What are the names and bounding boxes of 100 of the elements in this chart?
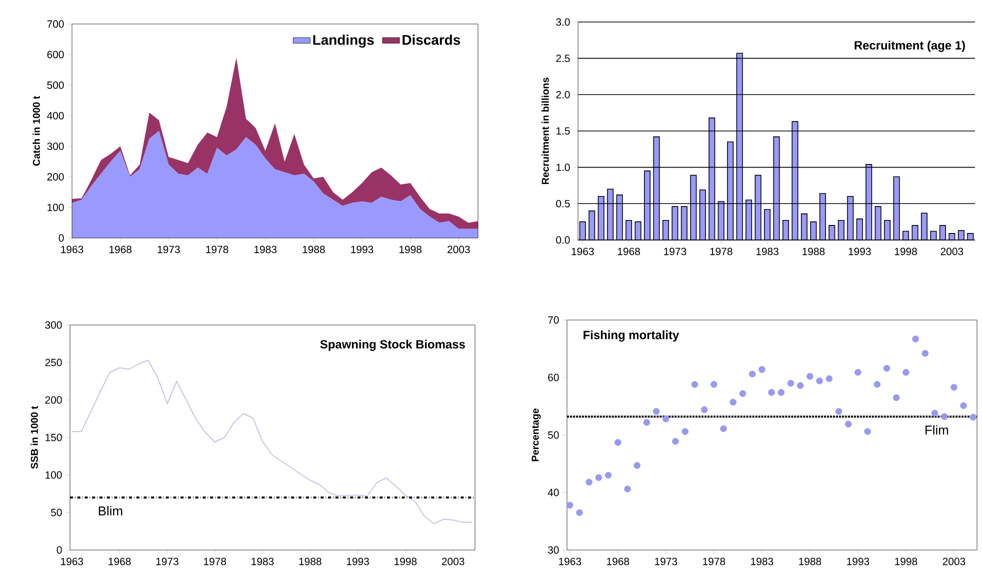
point [624,486,631,492]
y-tick-label: 3.0 [556,18,570,26]
y-axis-title: Recruitment in billions [542,78,549,184]
x-tick-label: 1998 [894,248,917,256]
point [748,370,756,378]
x-tick-label: 1993 [351,246,374,254]
x-tick-label: 1993 [346,558,369,566]
x-tick-label: 1998 [400,246,422,254]
legend-label: Landings [313,34,374,48]
point [844,420,852,428]
point [576,509,583,516]
point [758,366,766,373]
point [874,381,881,388]
y-tick-label: 40 [548,488,559,496]
x-tick-label: 1983 [751,558,774,566]
y-tick-label: 150 [46,434,62,442]
y-tick-label: 50 [51,508,62,516]
point [806,372,814,380]
y-tick-label: 30 [548,546,559,554]
y-tick-label: 200 [45,396,62,404]
x-tick-label: 1993 [847,558,870,566]
y-tick-label: 1.0 [556,164,570,172]
point [864,428,871,435]
y-tick-label: 0.5 [556,200,570,208]
point [902,368,910,376]
point [922,350,929,357]
x-tick-label: 1983 [254,246,277,254]
y-tick-label: 0 [56,546,62,554]
point [604,472,612,479]
y-axis-title: SSB in 1000 t [30,406,38,469]
point [700,406,708,414]
y-tick-label: 0 [58,234,64,242]
point [682,428,688,435]
y-tick-label: 100 [48,204,64,212]
x-tick-label: 1998 [394,558,417,566]
point [720,425,727,432]
point [826,375,833,382]
point [643,418,650,426]
y-tick-label: 50 [548,431,559,439]
y-tick-label: 2.5 [556,54,570,62]
point [595,474,602,481]
point [586,478,592,486]
x-tick-label: 2003 [940,248,964,256]
point [778,389,785,396]
y-tick-label: 600 [47,50,64,58]
point [950,384,958,391]
point [739,390,746,397]
x-tick-label: 1978 [204,558,226,566]
x-tick-label: 1988 [302,246,325,254]
x-tick-label: 1998 [895,558,918,566]
x-tick-label: 1978 [710,248,732,256]
point [634,462,640,469]
x-tick-label: 1978 [206,246,228,254]
y-tick-label: 300 [47,142,64,150]
y-tick-label: 200 [47,173,64,181]
x-tick-label: 1973 [664,248,686,256]
y-tick-label: 100 [46,471,62,479]
point [970,414,977,421]
y-tick-label: 70 [548,316,559,324]
point [768,389,775,396]
point [912,336,919,342]
y-tick-label: 500 [47,81,64,89]
x-tick-label: 1963 [61,246,84,254]
point [854,368,862,376]
point [652,408,660,415]
y-axis-title: Catch in 1000 t [32,96,40,166]
point [940,413,948,420]
x-tick-label: 1968 [109,246,132,254]
x-tick-label: 2003 [942,558,966,566]
point [614,439,622,446]
y-tick-label: 250 [45,358,62,366]
y-tick-label: 2.0 [556,90,570,98]
x-tick-label: 1988 [299,558,322,566]
y-tick-label: 300 [45,321,62,329]
x-tick-label: 1963 [572,248,594,256]
y-tick-label: 700 [47,20,64,28]
x-tick-label: 2003 [442,558,464,566]
x-tick-label: 1988 [802,248,825,256]
point [816,378,823,384]
y-tick-label: 1.5 [556,127,570,135]
x-tick-label: 1973 [156,558,178,566]
y-tick-label: 60 [548,374,559,382]
point [662,416,670,422]
point [710,381,718,388]
y-tick-label: 400 [47,112,64,120]
x-tick-label: 1978 [703,558,726,566]
text: Spawning Stock Biomass [320,340,465,351]
x-tick-label: 1983 [756,248,778,256]
text: Fishing mortality [584,330,680,342]
x-tick-label: 2003 [448,246,470,254]
x-tick-label: 1988 [799,558,822,566]
point [883,364,890,372]
text: Recruitment (age 1) [854,40,965,52]
ref-line-label: Blim [98,506,122,516]
point [566,502,574,509]
x-tick-label: 1968 [618,248,640,256]
point [787,380,794,387]
point [835,408,842,415]
y-tick-label: 0.0 [556,236,570,244]
x-tick-label: 1973 [655,558,678,566]
